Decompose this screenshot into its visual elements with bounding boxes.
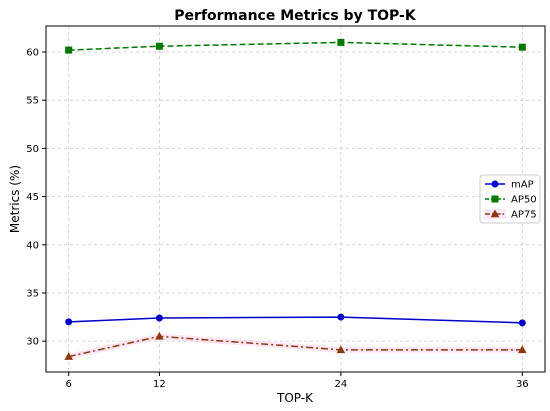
data-point [64, 352, 73, 360]
legend-label: AP75 [511, 210, 537, 221]
series-line [68, 316, 523, 324]
x-tick-label: 36 [516, 379, 529, 390]
series-ap50 [65, 38, 526, 54]
series-layer [64, 38, 527, 360]
data-point [155, 331, 164, 340]
data-point [337, 38, 345, 46]
legend-marker [491, 195, 499, 203]
legend: mAP AP50 AP75 [479, 174, 541, 224]
series-line [68, 41, 523, 51]
legend-item: AP75 [484, 209, 537, 221]
y-tick-label: 35 [26, 288, 39, 299]
y-tick-label: 40 [26, 240, 39, 251]
series-ap75 [64, 331, 527, 360]
data-point [518, 319, 526, 327]
x-axis-label: TOP-K [276, 391, 314, 405]
legend-item: AP50 [485, 195, 537, 206]
data-point [337, 313, 345, 321]
data-point [65, 318, 73, 326]
x-tick-label: 6 [65, 379, 71, 390]
x-axis: 6 12 24 36 [65, 372, 529, 390]
data-point [155, 42, 163, 50]
series-line [68, 335, 523, 358]
chart-title: Performance Metrics by TOP-K [174, 8, 417, 24]
legend-item: mAP [485, 180, 534, 191]
plot-frame [45, 25, 546, 373]
y-axis-label: Metrics (%) [8, 165, 22, 233]
y-tick-label: 55 [26, 96, 39, 107]
legend-label: AP50 [511, 195, 537, 206]
y-axis: 30 35 40 45 50 55 60 [26, 48, 46, 348]
data-point [65, 46, 73, 54]
series-map [65, 313, 526, 327]
y-tick-label: 30 [26, 337, 39, 348]
data-point [155, 314, 163, 322]
legend-label: mAP [511, 180, 534, 191]
y-tick-label: 45 [26, 192, 39, 203]
data-point [518, 43, 526, 51]
x-tick-label: 24 [334, 379, 347, 390]
data-point [336, 345, 346, 354]
legend-marker [491, 180, 499, 188]
legend-marker [490, 209, 500, 218]
data-point [518, 345, 527, 354]
y-tick-label: 50 [26, 144, 39, 155]
y-tick-label: 60 [26, 48, 39, 59]
x-tick-label: 12 [153, 379, 166, 390]
